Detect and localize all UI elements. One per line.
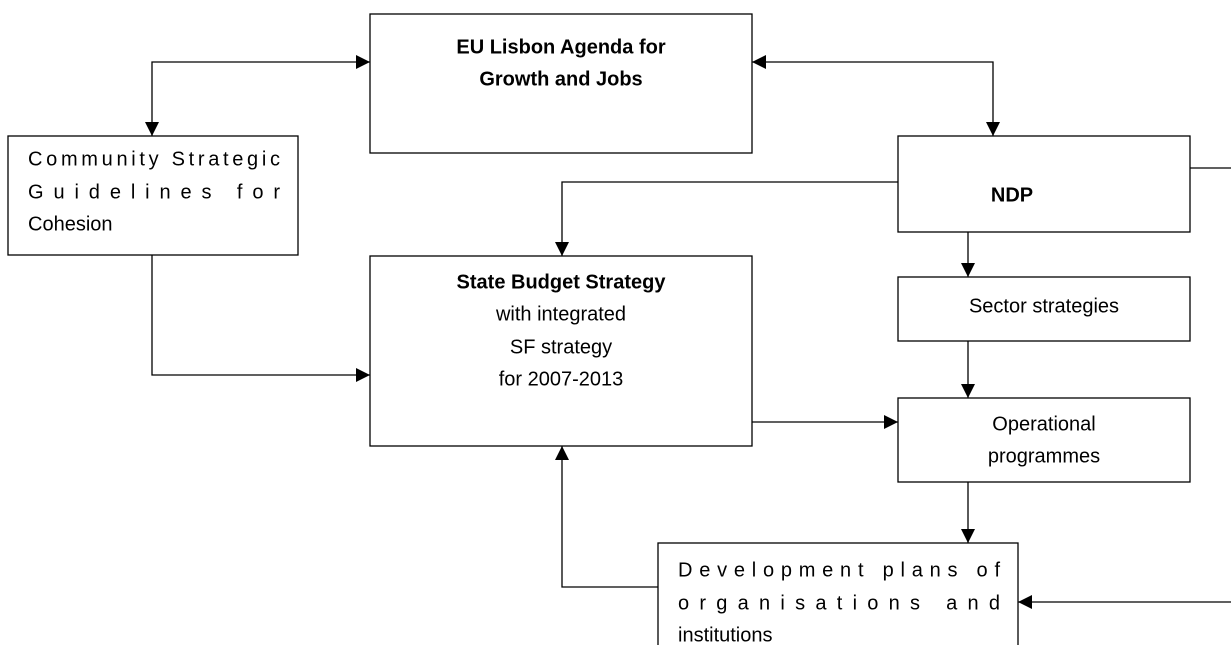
box — [369, 255, 753, 447]
node-text: Growth and Jobs — [479, 68, 642, 90]
box — [7, 135, 299, 256]
box — [369, 13, 753, 154]
box — [657, 542, 1019, 645]
node-text: State Budget Strategy — [457, 271, 667, 293]
box — [897, 397, 1191, 483]
node-text: institutions — [678, 624, 773, 645]
connector — [145, 55, 370, 136]
connector — [151, 255, 370, 382]
node-text: for 2007-2013 — [499, 368, 624, 390]
node-text: with integrated — [495, 303, 626, 325]
connector — [752, 55, 1000, 136]
node-text: Community Strategic — [28, 148, 280, 170]
node-text: Development plans of — [678, 559, 1000, 581]
connector — [555, 446, 658, 588]
node-text: EU Lisbon Agenda for — [456, 36, 665, 58]
connector — [555, 181, 898, 256]
node-text: Operational — [992, 413, 1095, 435]
node-text: Cohesion — [28, 213, 113, 235]
box — [897, 135, 1191, 233]
box — [897, 276, 1191, 342]
node-text: Sector strategies — [969, 295, 1119, 317]
node-text: programmes — [988, 445, 1100, 467]
node-text: organisations and — [678, 592, 1000, 614]
node-text: SF strategy — [510, 336, 612, 358]
node-text: NDP — [991, 184, 1033, 206]
